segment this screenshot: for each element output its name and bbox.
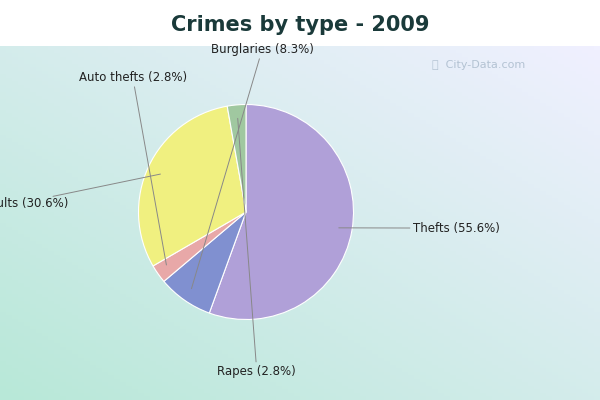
- Wedge shape: [153, 212, 246, 281]
- Wedge shape: [164, 212, 246, 313]
- Text: Crimes by type - 2009: Crimes by type - 2009: [171, 15, 429, 35]
- Wedge shape: [227, 104, 246, 212]
- Text: ⓘ  City-Data.com: ⓘ City-Data.com: [432, 60, 525, 70]
- Text: Thefts (55.6%): Thefts (55.6%): [339, 222, 499, 235]
- Wedge shape: [209, 104, 353, 320]
- Text: Assaults (30.6%): Assaults (30.6%): [0, 174, 160, 210]
- Text: Auto thefts (2.8%): Auto thefts (2.8%): [79, 71, 187, 265]
- Text: Rapes (2.8%): Rapes (2.8%): [217, 118, 296, 378]
- Wedge shape: [139, 106, 246, 266]
- Text: Burglaries (8.3%): Burglaries (8.3%): [191, 43, 314, 289]
